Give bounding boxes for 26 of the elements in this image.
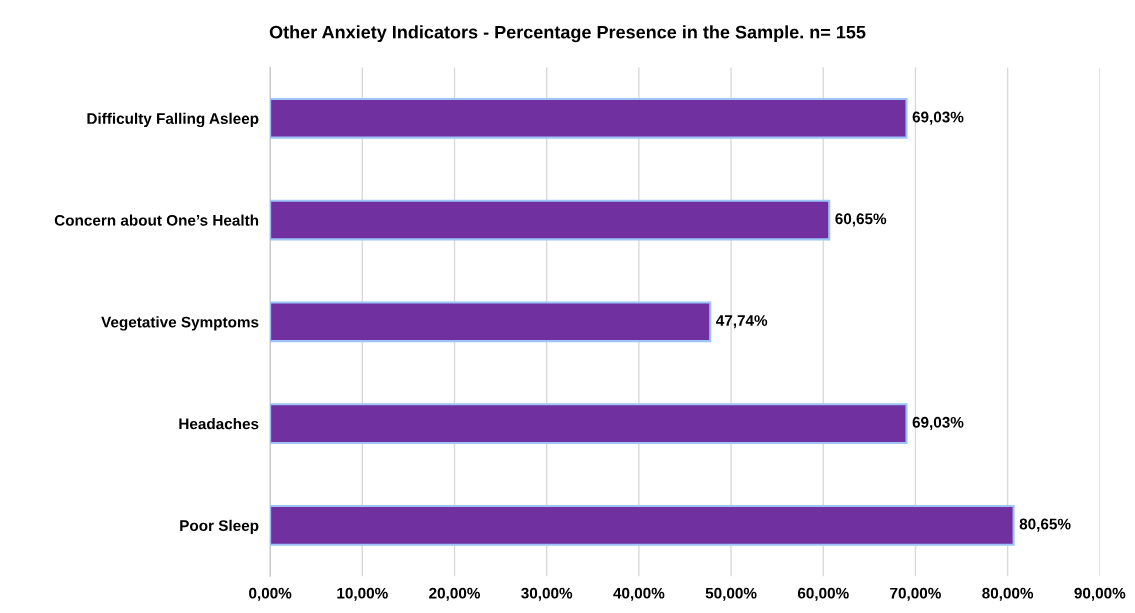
bar bbox=[270, 504, 1015, 546]
x-tick-label: 70,00% bbox=[890, 587, 941, 601]
data-label: 69,03% bbox=[912, 416, 964, 430]
y-tick-label: Concern about One’s Health bbox=[54, 214, 259, 226]
bar bbox=[270, 301, 712, 343]
y-tick-label: Poor Sleep bbox=[180, 519, 259, 535]
x-tick-label: 50,00% bbox=[705, 587, 757, 601]
data-label: 60,65% bbox=[835, 213, 887, 227]
x-tick-label: 60,00% bbox=[797, 587, 849, 601]
x-tick-label: 90,00% bbox=[1074, 587, 1126, 601]
x-tick-label: 30,00% bbox=[521, 587, 573, 601]
bar bbox=[270, 199, 831, 241]
y-tick-label: Vegetative Symptoms bbox=[101, 316, 259, 331]
data-label: 80,65% bbox=[1019, 518, 1071, 532]
data-label: 69,03% bbox=[912, 111, 964, 125]
y-tick-label: Headaches bbox=[179, 418, 259, 430]
chart-title: Other Anxiety Indicators - Percentage Presence in the Sample. n= 155 bbox=[269, 25, 866, 43]
bar bbox=[270, 97, 908, 139]
x-tick-label: 10,00% bbox=[337, 587, 388, 601]
data-label: 47,74% bbox=[716, 315, 768, 329]
x-tick-label: 0,00% bbox=[249, 587, 292, 601]
x-tick-label: 20,00% bbox=[429, 587, 481, 601]
y-tick-label: Difficulty Falling Asleep bbox=[87, 112, 259, 128]
x-tick-label: 80,00% bbox=[982, 587, 1034, 601]
x-tick-label: 40,00% bbox=[613, 587, 665, 601]
bar bbox=[270, 403, 908, 444]
